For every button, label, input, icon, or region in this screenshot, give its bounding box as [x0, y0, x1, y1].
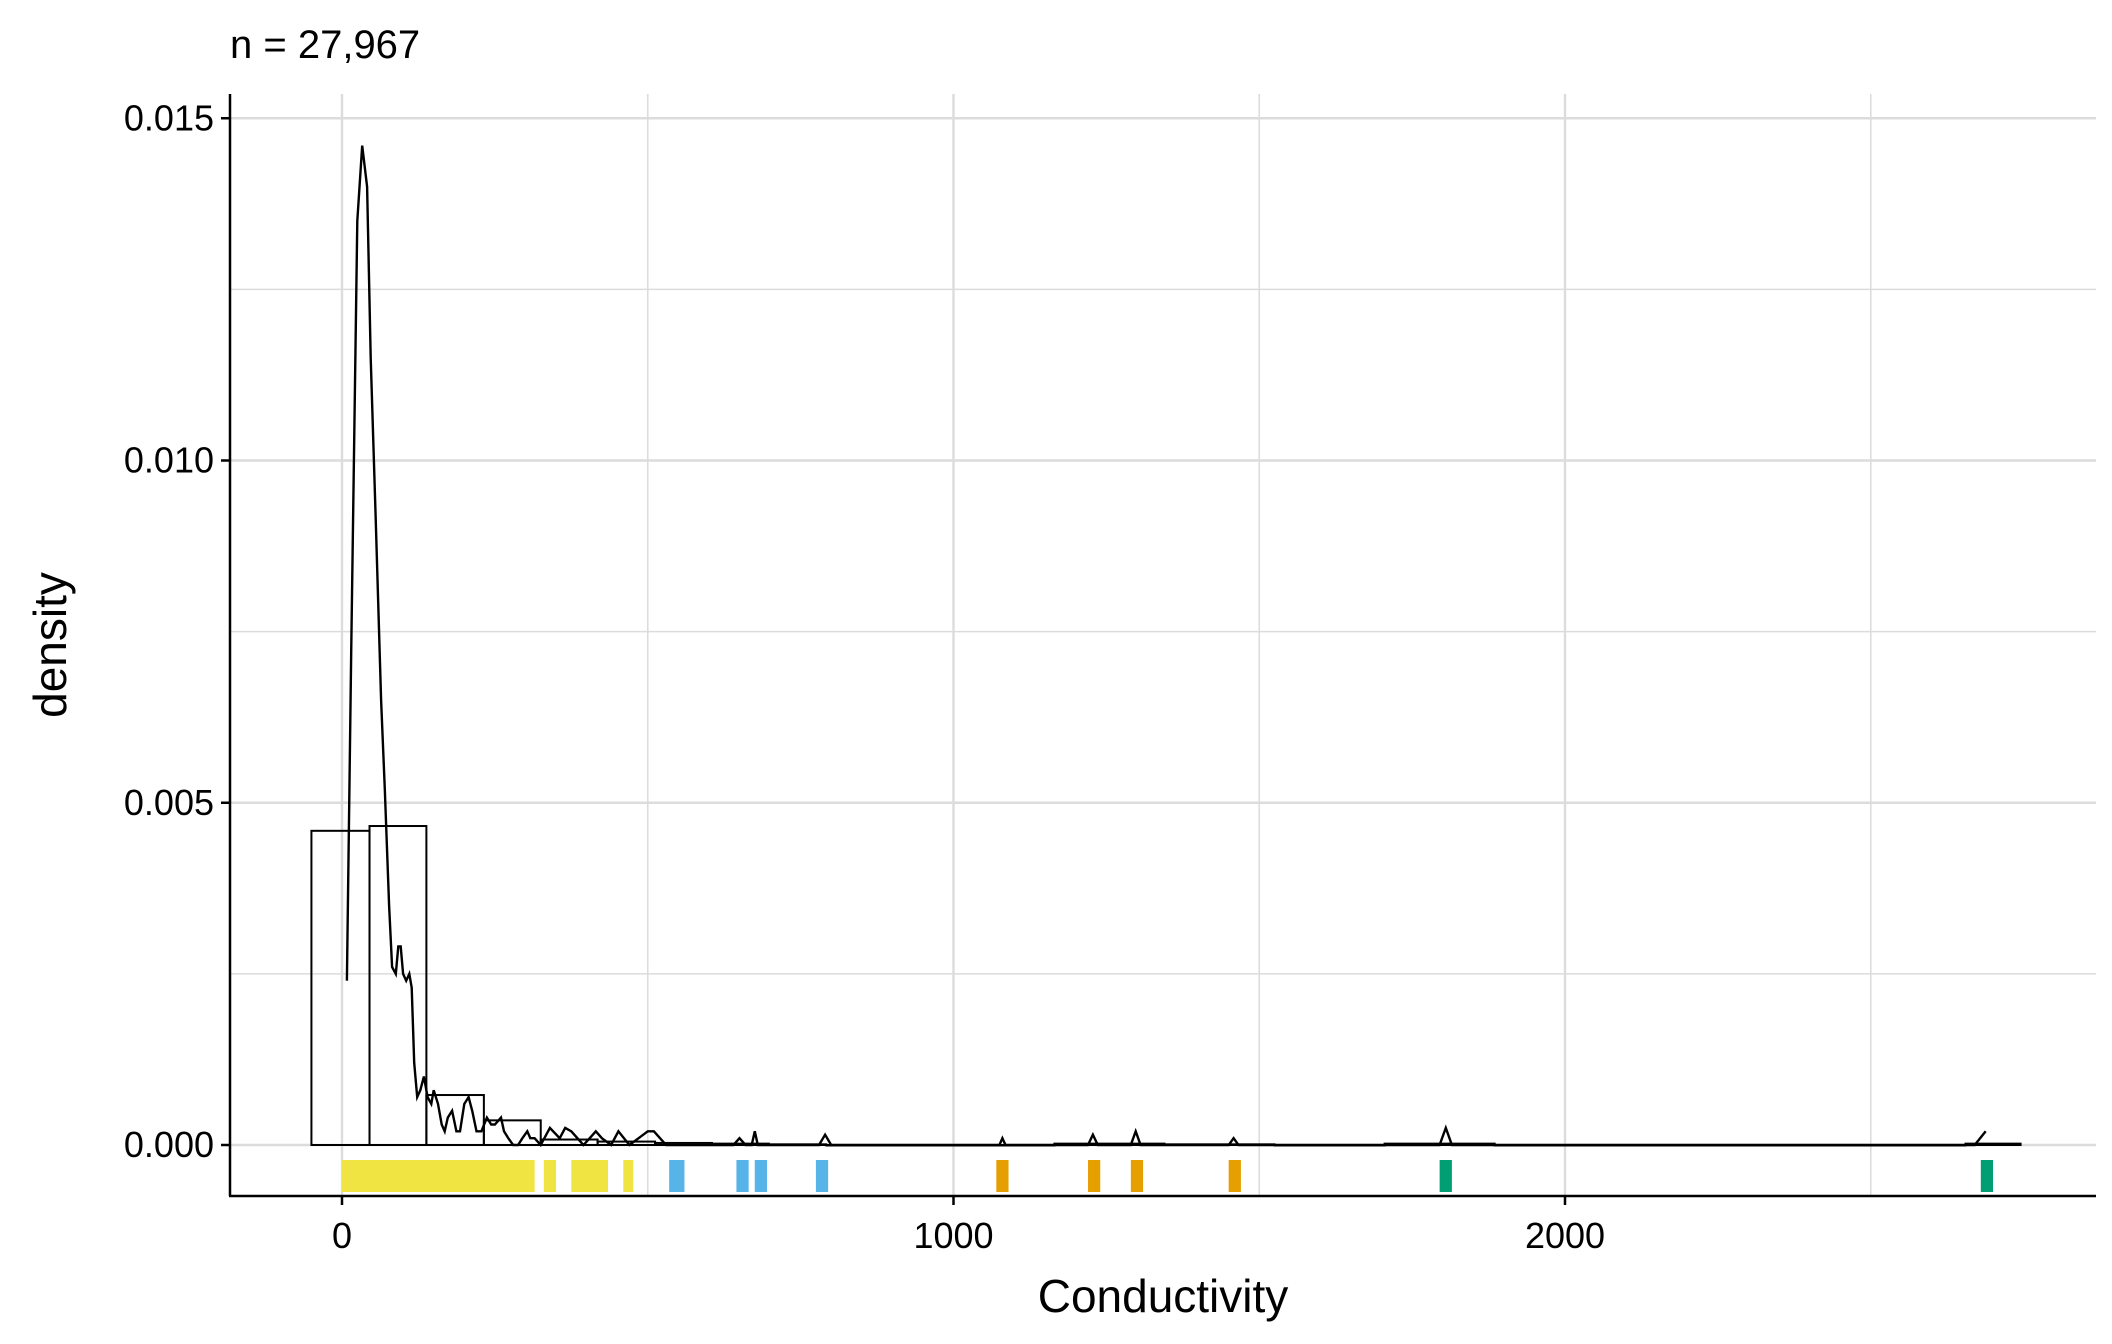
histogram-bars	[310, 825, 2022, 1147]
y-tick-label: 0.015	[124, 97, 214, 138]
x-axis-ticks: 0 1000 2000	[332, 1196, 1605, 1256]
y-tick-label: 0.005	[124, 782, 214, 823]
y-axis-ticks: 0.000 0.005 0.010 0.015	[124, 97, 230, 1165]
rug-mark	[543, 1160, 557, 1192]
y-axis-title: density	[24, 572, 76, 718]
rug-mark	[754, 1160, 767, 1192]
rug-mark	[342, 1160, 535, 1192]
rug-mark	[1130, 1160, 1144, 1192]
rug-mark	[623, 1160, 634, 1192]
gridlines	[230, 94, 2096, 1196]
x-tick-label: 0	[332, 1215, 352, 1256]
rug-mark	[669, 1160, 685, 1192]
x-tick-label: 1000	[913, 1215, 993, 1256]
rug-mark	[1980, 1160, 1994, 1192]
x-tick-label: 2000	[1525, 1215, 1605, 1256]
rug-mark	[815, 1160, 829, 1192]
x-axis-title: Conductivity	[1038, 1270, 1289, 1322]
rug-mark	[1228, 1160, 1241, 1192]
density-curve	[345, 145, 1987, 1148]
rug-mark	[996, 1160, 1009, 1192]
histogram-bar	[368, 825, 428, 1146]
y-tick-label: 0.000	[124, 1124, 214, 1165]
rug-mark	[736, 1160, 749, 1192]
rug-mark	[1088, 1160, 1101, 1192]
rug-mark	[571, 1160, 609, 1192]
rug-marks	[342, 1160, 1994, 1192]
histogram-bar	[310, 829, 371, 1146]
chart-subtitle: n = 27,967	[230, 23, 420, 67]
rug-mark	[1439, 1160, 1452, 1192]
y-tick-label: 0.010	[124, 440, 214, 481]
